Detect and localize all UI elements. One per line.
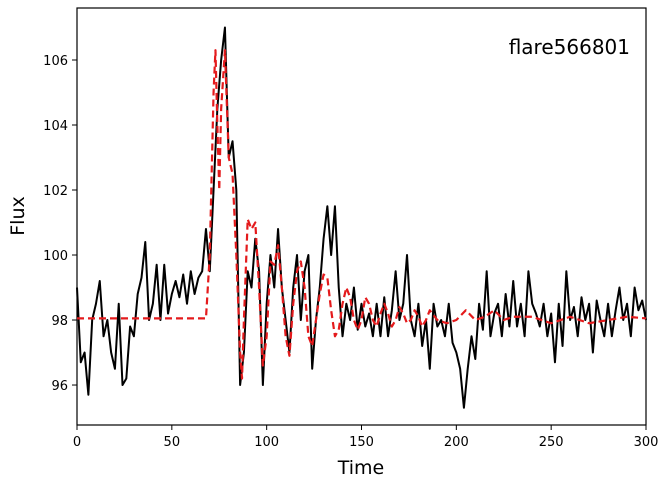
y-tick-label: 96 (51, 379, 68, 394)
x-tick-label: 200 (444, 435, 469, 450)
data-line (77, 49, 647, 380)
x-tick-label: 150 (349, 435, 374, 450)
annotation: flare566801 (509, 35, 630, 59)
x-tick-label: 250 (539, 435, 564, 450)
x-axis-label: Time (337, 457, 385, 479)
x-tick-label: 0 (73, 435, 81, 450)
y-tick-label: 98 (51, 314, 68, 329)
y-tick-label: 100 (43, 249, 68, 264)
y-tick-label: 102 (43, 184, 68, 199)
y-tick-label: 106 (43, 54, 68, 69)
x-tick-label: 50 (164, 435, 181, 450)
x-tick-label: 100 (254, 435, 279, 450)
y-tick-label: 104 (43, 119, 68, 134)
data-line (76, 26, 647, 409)
x-tick-label: 300 (634, 435, 659, 450)
y-axis-label: Flux (7, 196, 29, 236)
plot-frame (76, 7, 647, 426)
